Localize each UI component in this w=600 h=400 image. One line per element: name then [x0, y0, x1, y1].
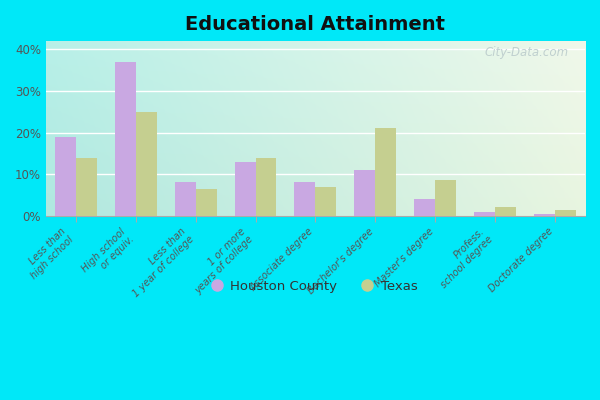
- Bar: [55, 137, 76, 216]
- Bar: [115, 62, 136, 216]
- Bar: [256, 158, 277, 216]
- Bar: [76, 158, 97, 216]
- Bar: [495, 208, 516, 216]
- Bar: [136, 112, 157, 216]
- Bar: [414, 199, 435, 216]
- Bar: [376, 128, 397, 216]
- Text: City-Data.com: City-Data.com: [485, 46, 569, 59]
- Bar: [295, 182, 316, 216]
- Bar: [175, 182, 196, 216]
- Bar: [196, 189, 217, 216]
- Bar: [534, 214, 555, 216]
- Bar: [435, 180, 456, 216]
- Bar: [474, 212, 495, 216]
- Legend: Houston County, Texas: Houston County, Texas: [213, 280, 418, 293]
- Bar: [235, 162, 256, 216]
- Title: Educational Attainment: Educational Attainment: [185, 15, 445, 34]
- Bar: [355, 170, 376, 216]
- Bar: [555, 210, 576, 216]
- Bar: [316, 187, 337, 216]
